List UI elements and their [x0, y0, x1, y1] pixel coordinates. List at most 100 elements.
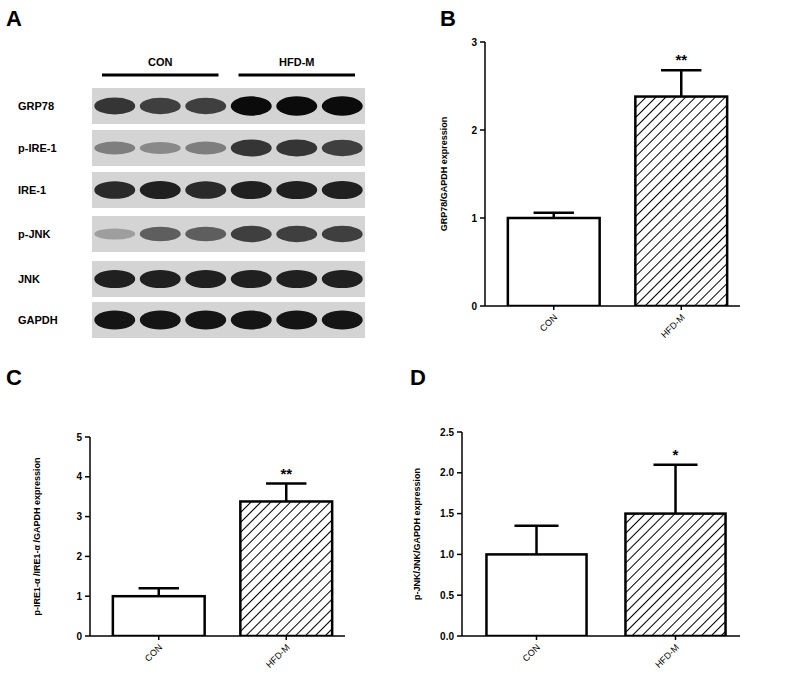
y-tick-label: 1.5 — [440, 508, 454, 519]
error-bar — [139, 588, 179, 596]
panel-label: C — [6, 365, 22, 390]
band — [185, 270, 226, 288]
y-tick-label: 1 — [471, 213, 477, 224]
x-tick-label: CON — [538, 312, 559, 333]
band — [185, 142, 226, 155]
band — [322, 226, 363, 242]
y-tick — [480, 129, 485, 131]
panel-label: D — [410, 365, 426, 390]
blot-strip — [92, 130, 365, 166]
band — [94, 270, 135, 288]
x-tick — [553, 306, 555, 310]
y-tick-label: 0 — [76, 631, 82, 642]
x-tick-label: CON — [521, 642, 542, 663]
background — [0, 0, 788, 684]
band — [322, 270, 363, 288]
panel-label: A — [6, 6, 22, 31]
y-axis — [89, 437, 91, 636]
bar — [113, 596, 205, 636]
band — [231, 311, 272, 330]
x-tick — [286, 636, 288, 640]
band — [322, 181, 363, 199]
band — [231, 226, 272, 242]
bar — [508, 218, 600, 306]
y-tick-label: 2 — [471, 125, 477, 136]
blot-row-label: JNK — [18, 273, 40, 285]
x-tick-label: HFD-M — [264, 642, 292, 670]
x-tick — [681, 306, 683, 310]
band — [140, 98, 181, 114]
y-tick — [85, 595, 90, 597]
error-bar — [534, 213, 574, 218]
band — [140, 142, 181, 154]
band — [140, 270, 181, 288]
plot-area — [508, 70, 727, 306]
blot-strip — [92, 302, 365, 338]
band — [140, 311, 181, 330]
band — [231, 96, 272, 115]
blot-strip — [92, 261, 365, 297]
blot-strip — [92, 88, 365, 124]
plot-area — [486, 465, 725, 636]
bar — [240, 501, 332, 636]
band — [231, 140, 272, 157]
y-tick — [85, 556, 90, 558]
band — [322, 96, 363, 115]
blot-row-label: GAPDH — [18, 314, 58, 326]
y-tick — [85, 436, 90, 438]
bar — [625, 514, 725, 636]
band — [94, 142, 135, 155]
panel-label: B — [440, 6, 456, 31]
y-tick-label: 5 — [76, 432, 82, 443]
bar — [635, 97, 727, 306]
band — [322, 140, 363, 156]
blot-row-label: p-JNK — [18, 228, 50, 240]
y-tick-label: 3 — [76, 511, 82, 522]
y-axis — [484, 42, 486, 306]
figure: ACONHFD-MGRP78p-IRE-1IRE-1p-JNKJNKGAPDHB… — [0, 0, 788, 684]
y-tick-label: 2.0 — [440, 467, 454, 478]
y-tick-label: 0.0 — [440, 631, 454, 642]
band — [94, 311, 135, 330]
y-axis-label: p-IRE1-α /IRE1-α /GAPDH expression — [32, 457, 42, 615]
x-axis — [462, 635, 740, 637]
y-tick-label: 1.0 — [440, 549, 454, 560]
group-label: HFD-M — [279, 56, 314, 68]
band — [322, 311, 363, 330]
band — [185, 311, 226, 330]
y-tick-label: 2.5 — [440, 427, 454, 438]
y-tick — [457, 513, 462, 515]
y-tick-label: 0.5 — [440, 590, 454, 601]
y-tick — [85, 476, 90, 478]
significance-mark: ** — [280, 465, 292, 482]
y-tick — [480, 217, 485, 219]
band — [94, 98, 135, 115]
band — [276, 311, 317, 330]
band — [94, 181, 135, 199]
x-tick-label: HFD-M — [659, 312, 687, 340]
y-tick — [457, 554, 462, 556]
group-label: CON — [148, 56, 173, 68]
y-tick — [457, 431, 462, 433]
plot-area — [113, 484, 332, 636]
y-axis — [461, 432, 463, 636]
y-tick — [480, 305, 485, 307]
band — [276, 96, 317, 115]
band — [276, 181, 317, 199]
y-tick-label: 0 — [471, 301, 477, 312]
band — [231, 270, 272, 288]
error-bar — [661, 70, 701, 96]
x-tick-label: CON — [143, 642, 164, 663]
error-bar — [514, 526, 558, 555]
blot-row-label: GRP78 — [18, 100, 54, 112]
error-bar — [266, 484, 306, 502]
band — [140, 181, 181, 199]
group-bar — [239, 74, 356, 77]
band — [276, 270, 317, 288]
band — [94, 229, 135, 240]
band — [140, 227, 181, 242]
y-axis-label: p-JNK/JNK/GAPDH expression — [412, 468, 422, 600]
group-bar — [102, 74, 219, 77]
y-tick — [480, 41, 485, 43]
y-tick-label: 1 — [76, 591, 82, 602]
